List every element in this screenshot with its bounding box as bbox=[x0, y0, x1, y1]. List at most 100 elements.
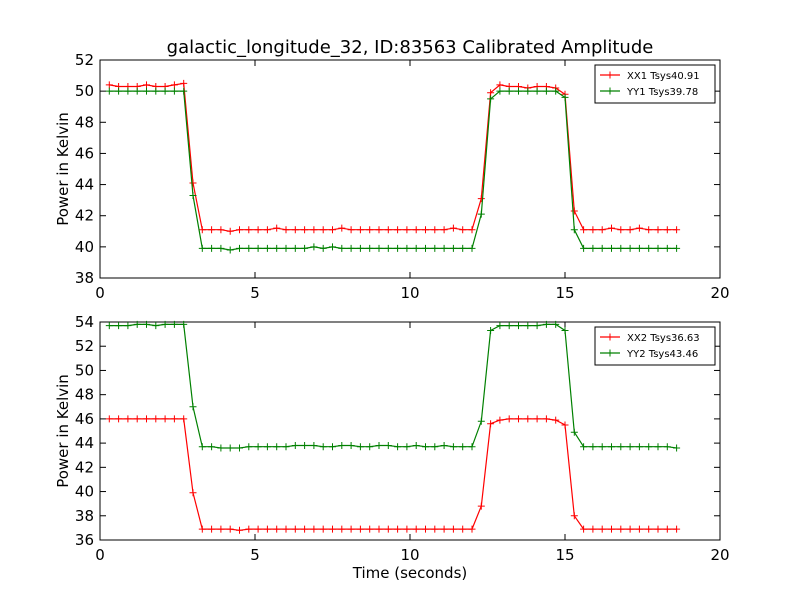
data-point bbox=[542, 320, 550, 328]
y-tick-label: 42 bbox=[75, 458, 94, 476]
data-point bbox=[552, 416, 560, 424]
data-point bbox=[412, 226, 420, 234]
data-point bbox=[226, 246, 234, 254]
data-point bbox=[589, 443, 597, 451]
data-point bbox=[180, 79, 188, 87]
x-tick-label: 5 bbox=[250, 546, 260, 564]
data-point bbox=[236, 244, 243, 252]
data-point bbox=[375, 442, 383, 450]
data-point bbox=[515, 87, 522, 95]
data-point bbox=[431, 443, 439, 451]
data-point bbox=[524, 415, 532, 423]
data-point bbox=[449, 525, 457, 533]
data-point bbox=[236, 526, 243, 534]
data-point bbox=[263, 244, 271, 252]
data-point bbox=[338, 525, 346, 533]
data-point bbox=[226, 525, 234, 533]
data-point bbox=[412, 442, 420, 450]
y-tick-label: 44 bbox=[75, 434, 94, 452]
data-point bbox=[338, 442, 346, 450]
data-point bbox=[645, 226, 653, 234]
data-point bbox=[422, 226, 429, 234]
data-point bbox=[431, 226, 439, 234]
y-tick-label: 36 bbox=[75, 531, 94, 549]
top-panel: 0 5 10 15 20 38 40 42 44 46 48 50 52 Power in Kelvin X… bbox=[54, 51, 730, 302]
y-tick-label: 48 bbox=[75, 113, 94, 131]
data-point bbox=[301, 442, 309, 450]
data-point bbox=[273, 525, 281, 533]
data-point bbox=[254, 525, 262, 533]
data-point bbox=[375, 226, 383, 234]
data-point bbox=[673, 244, 681, 252]
data-point bbox=[161, 415, 169, 423]
y-tick-label: 52 bbox=[75, 337, 94, 355]
data-point bbox=[189, 489, 197, 497]
data-point bbox=[347, 525, 355, 533]
data-point bbox=[477, 417, 485, 425]
data-point bbox=[663, 226, 671, 234]
data-point bbox=[440, 442, 448, 450]
data-point bbox=[552, 87, 560, 95]
data-point bbox=[394, 244, 402, 252]
legend-marker bbox=[606, 333, 614, 341]
data-point bbox=[645, 525, 653, 533]
data-point bbox=[580, 226, 588, 234]
data-point bbox=[570, 512, 578, 520]
data-point bbox=[338, 224, 346, 232]
data-point bbox=[245, 443, 253, 451]
data-point bbox=[635, 244, 643, 252]
data-point bbox=[319, 443, 327, 451]
data-point bbox=[170, 81, 178, 89]
data-point bbox=[617, 443, 625, 451]
data-point bbox=[282, 226, 290, 234]
data-point bbox=[180, 320, 188, 328]
data-point bbox=[608, 244, 615, 252]
data-point bbox=[347, 244, 355, 252]
data-point bbox=[673, 525, 681, 533]
data-point bbox=[496, 87, 504, 95]
data-point bbox=[133, 415, 141, 423]
data-point bbox=[598, 244, 606, 252]
data-point bbox=[217, 244, 225, 252]
legend-marker bbox=[606, 87, 614, 95]
data-point bbox=[635, 443, 643, 451]
data-point bbox=[524, 87, 532, 95]
data-point bbox=[626, 525, 634, 533]
y-axis-label: Power in Kelvin bbox=[54, 112, 72, 226]
data-point bbox=[226, 444, 234, 452]
data-point bbox=[170, 415, 178, 423]
y-tick-label: 50 bbox=[75, 82, 94, 100]
data-point bbox=[487, 89, 495, 97]
data-point bbox=[635, 224, 643, 232]
data-point bbox=[496, 81, 504, 89]
data-point bbox=[598, 443, 606, 451]
y-tick-label: 40 bbox=[75, 483, 94, 501]
data-point bbox=[124, 415, 132, 423]
data-point bbox=[161, 87, 169, 95]
data-point bbox=[115, 322, 123, 330]
data-point bbox=[570, 226, 578, 234]
data-point bbox=[310, 442, 318, 450]
data-point bbox=[608, 525, 615, 533]
data-point bbox=[263, 443, 271, 451]
data-point bbox=[617, 244, 625, 252]
data-point bbox=[105, 81, 113, 89]
data-point bbox=[431, 525, 439, 533]
x-tick-label: 0 bbox=[95, 546, 105, 564]
data-point bbox=[291, 525, 299, 533]
data-point bbox=[422, 244, 429, 252]
data-point bbox=[347, 226, 355, 234]
data-point bbox=[208, 443, 216, 451]
x-tick-label: 20 bbox=[710, 284, 729, 302]
data-point bbox=[673, 226, 681, 234]
data-point bbox=[440, 226, 448, 234]
data-point bbox=[366, 443, 374, 451]
data-point bbox=[152, 87, 160, 95]
data-point bbox=[515, 415, 522, 423]
data-point bbox=[663, 443, 671, 451]
data-point bbox=[533, 87, 541, 95]
data-point bbox=[580, 244, 588, 252]
data-point bbox=[505, 322, 513, 330]
data-point bbox=[124, 322, 132, 330]
data-point bbox=[570, 207, 578, 215]
